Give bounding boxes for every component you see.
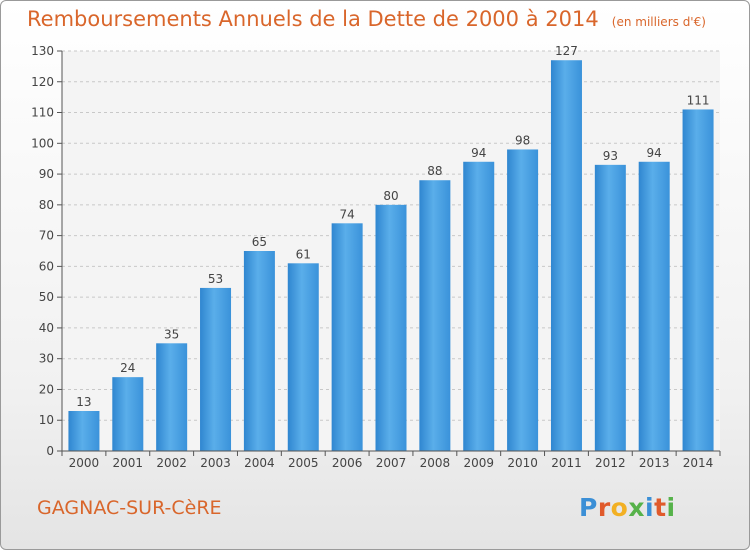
y-tick-label: 30	[39, 352, 54, 366]
bars-layer	[68, 60, 714, 451]
bar-2010	[507, 149, 539, 451]
logo-letter: i	[645, 493, 655, 522]
bar-2011	[550, 60, 582, 451]
x-tick-label-2011: 2011	[551, 456, 582, 470]
logo-letter: x	[628, 493, 645, 522]
y-tick-label: 10	[39, 413, 54, 427]
bar-2008	[419, 180, 451, 451]
y-tick-label: 120	[31, 75, 54, 89]
x-tick-label-2008: 2008	[420, 456, 451, 470]
value-label-2005: 61	[296, 247, 311, 261]
y-tick-label: 100	[31, 136, 54, 150]
bar-2014	[682, 109, 714, 451]
chart-title: Remboursements Annuels de la Dette de 20…	[27, 7, 599, 31]
x-tick-label-2004: 2004	[244, 456, 275, 470]
value-label-2003: 53	[208, 272, 223, 286]
chart-subtitle: (en milliers d'€)	[611, 15, 706, 29]
logo-letter: t	[654, 493, 667, 522]
y-tick-label: 40	[39, 321, 54, 335]
logo-letter: i	[666, 493, 676, 522]
y-tick-label: 130	[31, 44, 54, 58]
x-tick-label-2000: 2000	[69, 456, 100, 470]
x-tick-label-2009: 2009	[463, 456, 494, 470]
title-row: Remboursements Annuels de la Dette de 20…	[27, 7, 706, 31]
value-label-2007: 80	[383, 189, 398, 203]
value-label-2001: 24	[120, 361, 135, 375]
value-label-2002: 35	[164, 327, 179, 341]
x-tick-label-2005: 2005	[288, 456, 319, 470]
bar-2000	[68, 411, 100, 451]
value-label-2011: 127	[555, 44, 578, 58]
axis-layer	[57, 50, 721, 456]
bar-2006	[331, 223, 363, 451]
y-tick-label: 0	[46, 444, 54, 458]
value-label-2009: 94	[471, 146, 486, 160]
x-tick-label-2001: 2001	[113, 456, 144, 470]
bar-2001	[112, 377, 144, 451]
value-label-2013: 94	[647, 146, 662, 160]
y-tick-label: 60	[39, 259, 54, 273]
logo-letter: P	[579, 493, 598, 522]
x-tick-label-2002: 2002	[156, 456, 187, 470]
town-name: GAGNAC-SUR-CèRE	[37, 497, 222, 519]
x-tick-label-2007: 2007	[376, 456, 407, 470]
y-tick-label: 20	[39, 382, 54, 396]
x-tick-label-2013: 2013	[639, 456, 670, 470]
value-label-2014: 111	[687, 93, 710, 107]
proxiti-logo: Proxiti	[579, 493, 676, 522]
bar-2002	[156, 343, 188, 451]
x-tick-label-2006: 2006	[332, 456, 363, 470]
logo-letter: o	[610, 493, 629, 522]
bar-2009	[463, 161, 495, 451]
bar-2003	[200, 287, 232, 451]
bar-2013	[638, 161, 670, 451]
value-label-2006: 74	[339, 207, 354, 221]
value-label-2010: 98	[515, 133, 530, 147]
value-label-2000: 13	[76, 395, 91, 409]
labels-layer: 0 10 20 30 40 50 60 70 80 90 100 110 120 130 13 2000 24 2…	[31, 44, 713, 470]
bar-2007	[375, 204, 407, 451]
y-tick-label: 70	[39, 229, 54, 243]
logo-letter: r	[597, 493, 611, 522]
y-tick-label: 110	[31, 106, 54, 120]
bar-2012	[594, 164, 626, 451]
x-tick-label-2014: 2014	[683, 456, 714, 470]
x-tick-label-2012: 2012	[595, 456, 626, 470]
bar-2004	[243, 251, 275, 451]
y-tick-label: 80	[39, 198, 54, 212]
y-tick-label: 90	[39, 167, 54, 181]
value-label-2004: 65	[252, 235, 267, 249]
bar-2005	[287, 263, 319, 451]
x-tick-label-2010: 2010	[507, 456, 538, 470]
y-tick-label: 50	[39, 290, 54, 304]
value-label-2012: 93	[603, 149, 618, 163]
value-label-2008: 88	[427, 164, 442, 178]
x-tick-label-2003: 2003	[200, 456, 231, 470]
